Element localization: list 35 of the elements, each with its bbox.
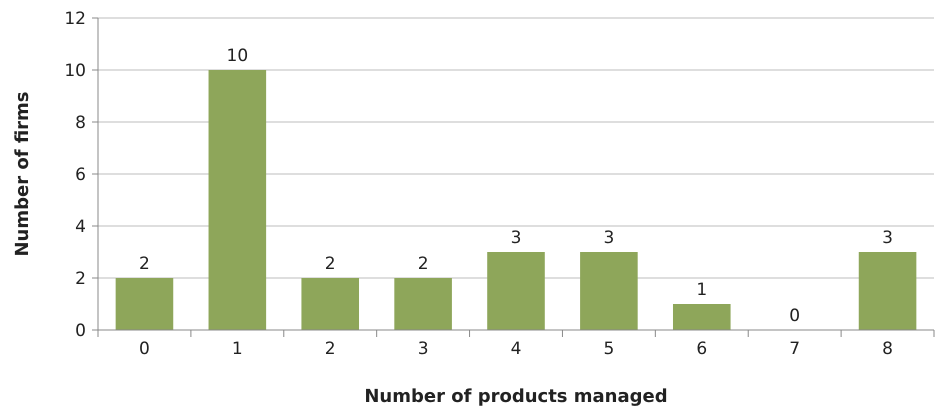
data-label: 3 [510, 228, 522, 248]
x-tick-label: 7 [789, 339, 800, 359]
data-label: 2 [418, 254, 429, 274]
y-tick-label: 6 [75, 164, 86, 185]
y-tick-label: 8 [75, 112, 86, 133]
bar [580, 252, 638, 330]
data-label: 2 [139, 254, 150, 274]
x-tick-label: 5 [603, 339, 614, 359]
data-label: 10 [226, 46, 248, 66]
x-tick-label: 2 [324, 339, 336, 359]
data-label: 0 [789, 306, 800, 326]
data-label: 3 [603, 228, 614, 248]
y-tick-label: 10 [64, 60, 86, 81]
x-tick-label: 4 [510, 339, 522, 359]
bar [301, 278, 360, 330]
y-tick-label: 0 [75, 320, 86, 341]
y-tick-label: 2 [75, 268, 86, 289]
x-tick-label: 3 [418, 339, 429, 359]
x-tick-label: 6 [696, 339, 708, 359]
data-label: 2 [324, 254, 336, 274]
x-tick-label: 1 [232, 339, 243, 359]
bar [858, 252, 916, 330]
x-tick-label: 0 [139, 339, 150, 359]
bar [672, 304, 731, 330]
bar [487, 252, 545, 330]
bar [116, 278, 174, 330]
x-tick-label: 8 [882, 339, 893, 359]
bar [394, 278, 452, 330]
y-tick-label: 12 [64, 8, 86, 29]
data-label: 3 [882, 228, 893, 248]
y-tick-label: 4 [75, 216, 86, 237]
data-label: 1 [696, 280, 708, 300]
bar [208, 70, 266, 330]
y-axis-title: Number of firms [12, 91, 33, 257]
x-axis-title: Number of products managed [364, 386, 668, 407]
